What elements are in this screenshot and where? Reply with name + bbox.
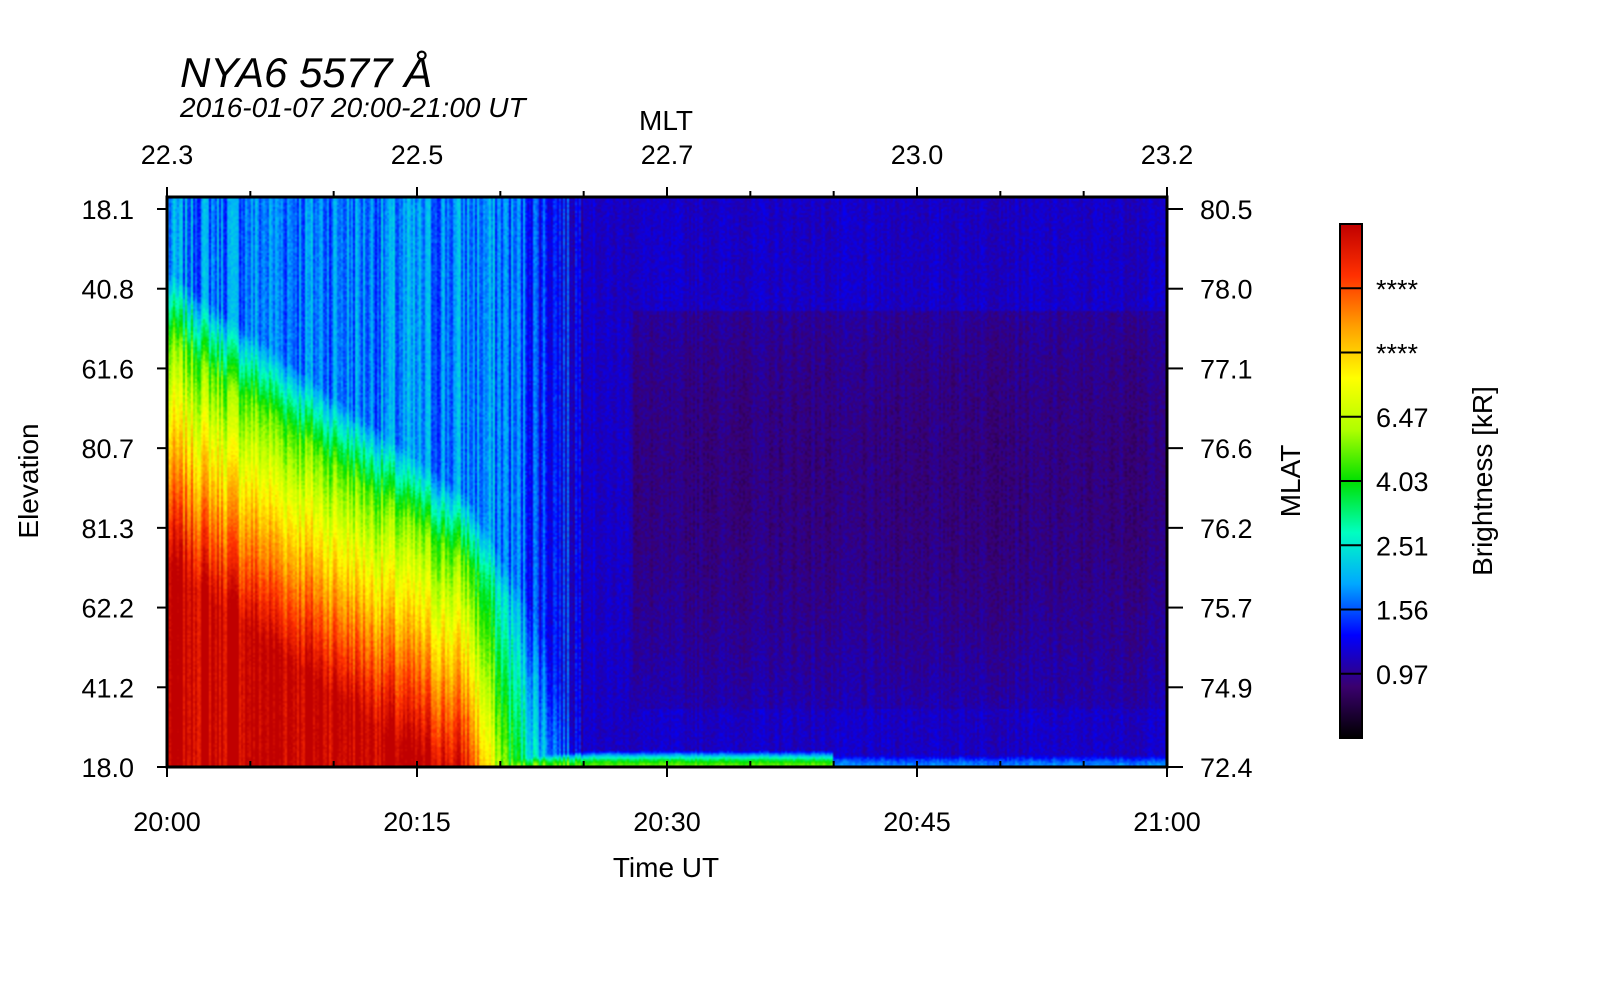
x-bottom-ticks: 20:00 20:15 20:30 20:45 21:00 xyxy=(133,191,1201,837)
y-left-ticks: 18.1 40.8 61.6 80.7 81.3 62.2 41.2 18.0 xyxy=(81,195,167,783)
y-right-tick-label: 77.1 xyxy=(1200,354,1253,384)
y-tick-label: 61.6 xyxy=(81,354,134,384)
x-tick-label: 20:00 xyxy=(133,807,201,837)
colorbar-tick-label: 4.03 xyxy=(1376,467,1429,497)
heatmap-image xyxy=(167,197,1167,767)
y-axis-label: Elevation xyxy=(13,423,44,538)
y-right-ticks: 80.5 78.0 77.1 76.6 76.2 75.7 74.9 72.4 xyxy=(1167,195,1253,783)
x-tick-label: 20:15 xyxy=(383,807,451,837)
x-top-ticks: 22.3 22.5 22.7 23.0 23.2 xyxy=(141,140,1194,197)
colorbar-ticks: **** **** 6.47 4.03 2.51 1.56 0.97 xyxy=(1340,274,1429,690)
y-right-tick-label: 80.5 xyxy=(1200,195,1253,225)
colorbar: **** **** 6.47 4.03 2.51 1.56 0.97 xyxy=(1339,223,1429,739)
y-right-tick-label: 78.0 xyxy=(1200,275,1253,305)
y-right-tick-label: 74.9 xyxy=(1200,673,1253,703)
y-tick-label: 18.1 xyxy=(81,195,134,225)
x-top-tick-label: 22.5 xyxy=(391,140,444,170)
chart-title: NYA6 5577 Å xyxy=(180,49,432,96)
y-right-axis-label: MLAT xyxy=(1275,445,1306,518)
y-right-tick-label: 75.7 xyxy=(1200,594,1253,624)
y-tick-label: 40.8 xyxy=(81,275,134,305)
x-top-tick-label: 22.3 xyxy=(141,140,194,170)
x-top-tick-label: 22.7 xyxy=(641,140,694,170)
colorbar-tick-label: **** xyxy=(1376,339,1419,369)
x-top-tick-label: 23.2 xyxy=(1141,140,1194,170)
y-tick-label: 62.2 xyxy=(81,594,134,624)
x-tick-label: 20:45 xyxy=(883,807,951,837)
x-tick-label: 20:30 xyxy=(633,807,701,837)
heatmap-plot xyxy=(165,195,1169,769)
colorbar-label: Brightness [kR] xyxy=(1467,386,1498,576)
x-top-axis-label: MLT xyxy=(639,105,693,136)
colorbar-tick-label: 0.97 xyxy=(1376,660,1429,690)
y-right-tick-label: 76.2 xyxy=(1200,514,1253,544)
colorbar-tick-label: 6.47 xyxy=(1376,403,1429,433)
colorbar-tick-label: **** xyxy=(1376,274,1419,304)
y-tick-label: 81.3 xyxy=(81,514,134,544)
x-top-tick-label: 23.0 xyxy=(891,140,944,170)
colorbar-tick-label: 2.51 xyxy=(1376,531,1429,561)
y-tick-label: 80.7 xyxy=(81,434,134,464)
x-axis-label: Time UT xyxy=(613,852,719,883)
y-right-tick-label: 72.4 xyxy=(1200,753,1253,783)
x-tick-label: 21:00 xyxy=(1133,807,1201,837)
y-tick-label: 41.2 xyxy=(81,673,134,703)
y-right-tick-label: 76.6 xyxy=(1200,434,1253,464)
chart-subtitle: 2016-01-07 20:00-21:00 UT xyxy=(179,92,527,123)
y-tick-label: 18.0 xyxy=(81,753,134,783)
colorbar-tick-label: 1.56 xyxy=(1376,596,1429,626)
